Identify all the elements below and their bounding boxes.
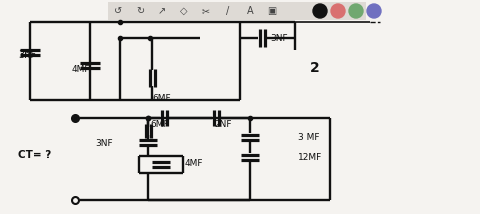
Text: 3NF: 3NF xyxy=(95,138,113,147)
Text: 3nF: 3nF xyxy=(18,50,36,60)
Text: ◇: ◇ xyxy=(180,6,188,16)
Text: 6MF: 6MF xyxy=(150,119,168,128)
Circle shape xyxy=(367,4,381,18)
Text: A: A xyxy=(247,6,253,16)
Text: 3NF: 3NF xyxy=(270,34,288,43)
Circle shape xyxy=(331,4,345,18)
Text: 6MF: 6MF xyxy=(152,94,170,103)
Bar xyxy=(108,2,366,20)
Text: 2: 2 xyxy=(310,61,320,75)
Text: ▣: ▣ xyxy=(267,6,276,16)
Text: 2NF: 2NF xyxy=(214,119,231,128)
Text: ↺: ↺ xyxy=(114,6,122,16)
Text: ↻: ↻ xyxy=(136,6,144,16)
Circle shape xyxy=(313,4,327,18)
Text: ↗: ↗ xyxy=(158,6,166,16)
Text: 3 MF: 3 MF xyxy=(298,132,320,141)
Text: CT= ?: CT= ? xyxy=(18,150,51,160)
Text: 4MF: 4MF xyxy=(72,65,91,74)
Text: ✂: ✂ xyxy=(202,6,210,16)
Text: /: / xyxy=(227,6,229,16)
Text: 12MF: 12MF xyxy=(298,153,322,162)
Circle shape xyxy=(349,4,363,18)
Text: 4MF: 4MF xyxy=(185,159,204,168)
